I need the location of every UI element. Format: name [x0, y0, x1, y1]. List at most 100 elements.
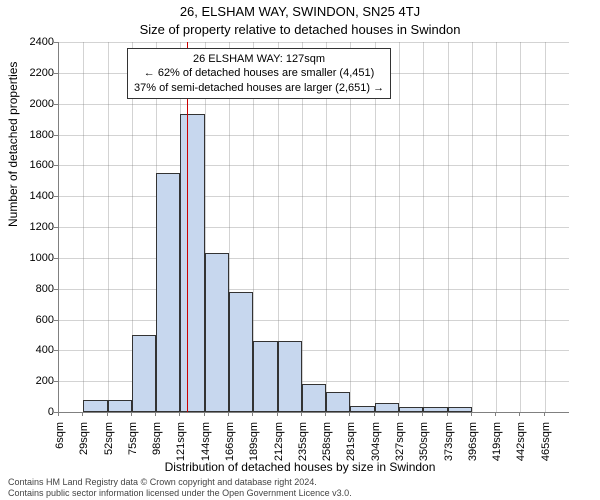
y-tick-mark [54, 350, 58, 351]
gridline-vertical [83, 42, 84, 412]
y-tick-mark [54, 289, 58, 290]
x-tick-mark [301, 412, 302, 416]
annotation-line3: 37% of semi-detached houses are larger (… [134, 81, 384, 95]
histogram-bar [108, 400, 132, 412]
x-tick-label: 235sqm [297, 422, 309, 472]
gridline-horizontal [59, 165, 569, 166]
histogram-bar [326, 392, 350, 412]
chart-title-description: Size of property relative to detached ho… [0, 22, 600, 37]
x-tick-mark [422, 412, 423, 416]
y-tick-mark [54, 320, 58, 321]
histogram-bar [83, 400, 107, 412]
y-tick-mark [54, 165, 58, 166]
y-tick-label: 400 [14, 344, 54, 356]
y-tick-mark [54, 135, 58, 136]
y-tick-label: 800 [14, 283, 54, 295]
y-tick-mark [54, 73, 58, 74]
y-tick-label: 1200 [14, 221, 54, 233]
histogram-bar [205, 253, 229, 412]
x-tick-label: 29sqm [78, 422, 90, 472]
x-tick-mark [471, 412, 472, 416]
x-tick-label: 98sqm [151, 422, 163, 472]
histogram-bar [278, 341, 302, 412]
x-tick-label: 373sqm [443, 422, 455, 472]
x-tick-mark [398, 412, 399, 416]
x-tick-label: 327sqm [394, 422, 406, 472]
x-tick-label: 304sqm [370, 422, 382, 472]
x-tick-label: 258sqm [321, 422, 333, 472]
histogram-bar [229, 292, 253, 412]
gridline-horizontal [59, 104, 569, 105]
x-tick-label: 281sqm [345, 422, 357, 472]
y-tick-mark [54, 42, 58, 43]
gridline-horizontal [59, 320, 569, 321]
gridline-vertical [545, 42, 546, 412]
y-tick-label: 1800 [14, 129, 54, 141]
x-tick-mark [544, 412, 545, 416]
footer-line1: Contains HM Land Registry data © Crown c… [8, 477, 352, 487]
y-tick-label: 2400 [14, 36, 54, 48]
y-tick-label: 2200 [14, 67, 54, 79]
x-tick-label: 189sqm [248, 422, 260, 472]
x-tick-label: 396sqm [467, 422, 479, 472]
footer-attribution: Contains HM Land Registry data © Crown c… [8, 477, 352, 498]
chart-title-address: 26, ELSHAM WAY, SWINDON, SN25 4TJ [0, 4, 600, 19]
x-tick-mark [325, 412, 326, 416]
x-tick-mark [82, 412, 83, 416]
y-tick-label: 1000 [14, 252, 54, 264]
y-tick-label: 200 [14, 375, 54, 387]
y-axis-label: Number of detached properties [6, 62, 20, 227]
y-tick-mark [54, 258, 58, 259]
gridline-vertical [448, 42, 449, 412]
gridline-horizontal [59, 135, 569, 136]
y-tick-label: 2000 [14, 98, 54, 110]
y-tick-label: 600 [14, 314, 54, 326]
annotation-line2: ← 62% of detached houses are smaller (4,… [134, 66, 384, 80]
y-tick-label: 1600 [14, 159, 54, 171]
x-tick-mark [519, 412, 520, 416]
y-tick-mark [54, 104, 58, 105]
x-tick-mark [131, 412, 132, 416]
x-tick-mark [155, 412, 156, 416]
x-tick-label: 212sqm [273, 422, 285, 472]
y-tick-mark [54, 227, 58, 228]
x-tick-mark [447, 412, 448, 416]
gridline-vertical [520, 42, 521, 412]
gridline-vertical [496, 42, 497, 412]
y-tick-label: 0 [14, 406, 54, 418]
x-tick-mark [179, 412, 180, 416]
x-tick-label: 6sqm [54, 422, 66, 472]
x-tick-label: 419sqm [491, 422, 503, 472]
x-tick-mark [107, 412, 108, 416]
histogram-bar [156, 173, 180, 412]
gridline-horizontal [59, 258, 569, 259]
x-tick-label: 166sqm [224, 422, 236, 472]
x-tick-label: 121sqm [175, 422, 187, 472]
x-tick-label: 52sqm [103, 422, 115, 472]
histogram-bar [448, 407, 472, 412]
gridline-vertical [472, 42, 473, 412]
chart-plot-area: 26 ELSHAM WAY: 127sqm ← 62% of detached … [58, 42, 569, 413]
x-tick-mark [228, 412, 229, 416]
x-tick-mark [374, 412, 375, 416]
histogram-bar [253, 341, 277, 412]
histogram-bar [132, 335, 156, 412]
x-tick-mark [204, 412, 205, 416]
x-tick-label: 442sqm [515, 422, 527, 472]
histogram-bar [375, 403, 399, 412]
gridline-horizontal [59, 227, 569, 228]
gridline-vertical [399, 42, 400, 412]
annotation-line1: 26 ELSHAM WAY: 127sqm [134, 52, 384, 66]
x-tick-mark [58, 412, 59, 416]
x-tick-mark [349, 412, 350, 416]
gridline-vertical [108, 42, 109, 412]
x-tick-mark [495, 412, 496, 416]
y-tick-mark [54, 381, 58, 382]
gridline-horizontal [59, 42, 569, 43]
histogram-bar [302, 384, 326, 412]
x-tick-label: 350sqm [418, 422, 430, 472]
x-tick-label: 144sqm [200, 422, 212, 472]
gridline-vertical [423, 42, 424, 412]
y-tick-mark [54, 196, 58, 197]
x-tick-label: 465sqm [540, 422, 552, 472]
